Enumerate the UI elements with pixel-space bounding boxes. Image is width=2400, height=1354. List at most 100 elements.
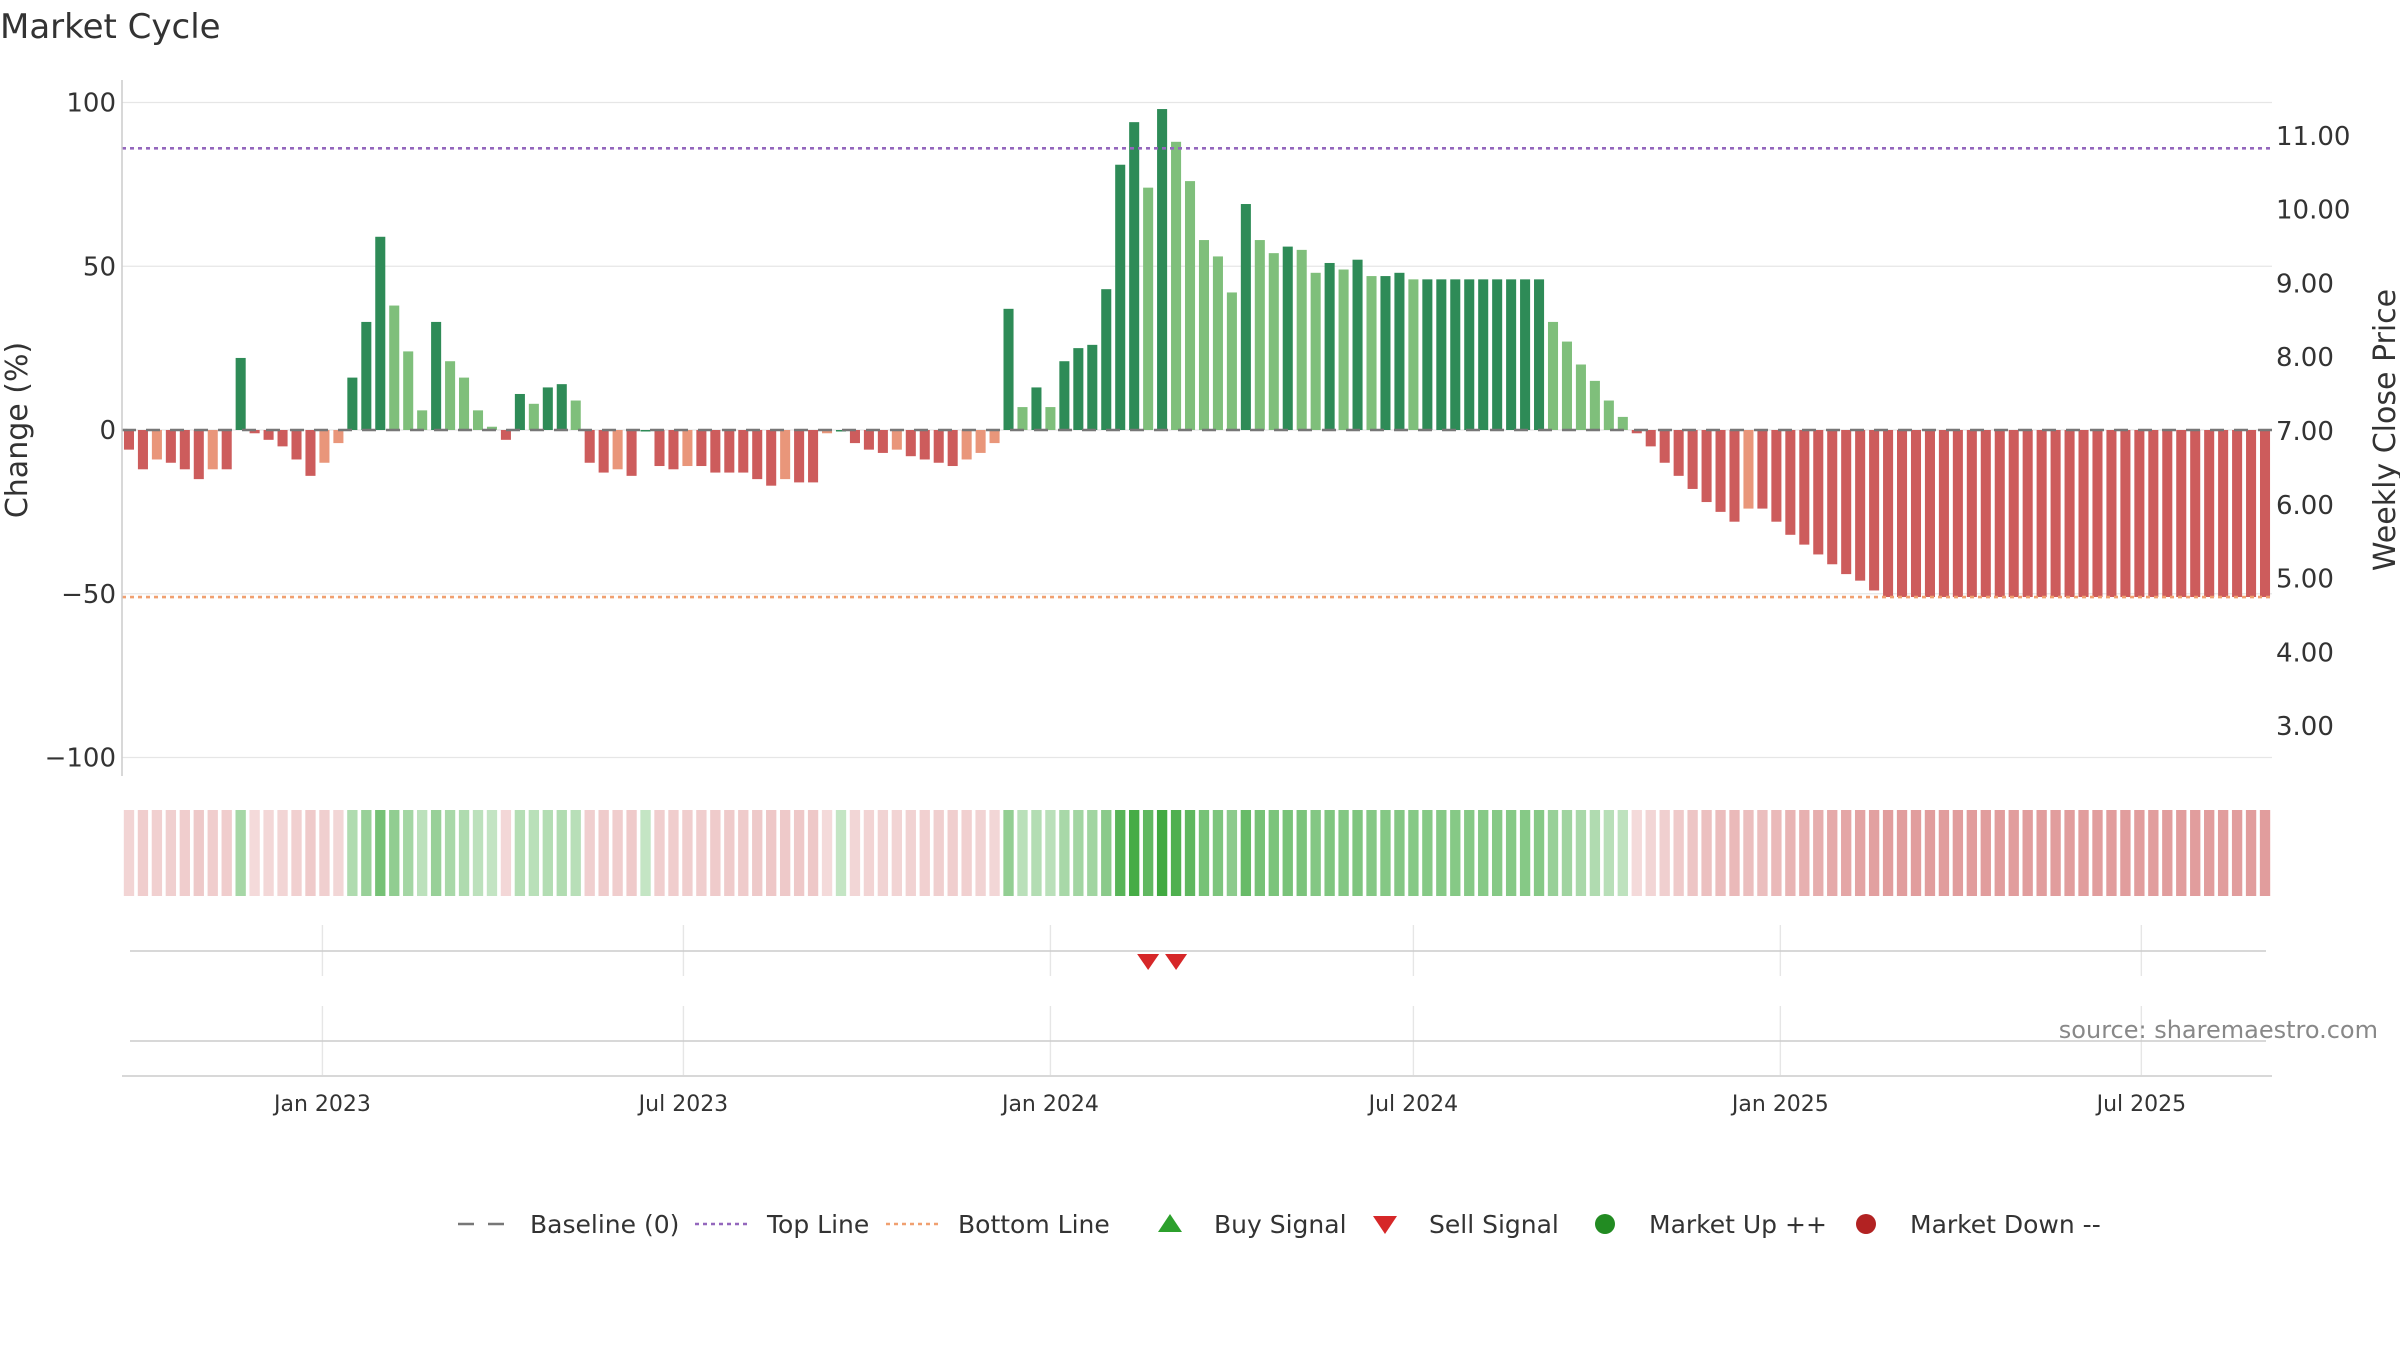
bar bbox=[1450, 279, 1461, 430]
bar bbox=[835, 430, 847, 432]
heat-cell bbox=[612, 810, 623, 896]
legend-item-2: Bottom Line bbox=[886, 1210, 1110, 1239]
heat-cell bbox=[863, 810, 875, 896]
bar bbox=[1520, 279, 1531, 430]
legend-item-5: Market Up ++ bbox=[1595, 1210, 1827, 1239]
heat-cell bbox=[1882, 810, 1894, 896]
heat-cell bbox=[2162, 810, 2173, 896]
heat-cell bbox=[738, 810, 749, 896]
bar bbox=[375, 236, 386, 430]
heat-cell bbox=[416, 810, 428, 896]
heat-cell bbox=[375, 810, 386, 896]
heat-cell bbox=[710, 810, 721, 896]
heat-cell bbox=[779, 810, 791, 896]
heat-cell bbox=[724, 810, 735, 896]
y2-tick-label: 6.00 bbox=[2276, 491, 2334, 521]
bar bbox=[1157, 109, 1168, 431]
heat-cell bbox=[1533, 810, 1545, 896]
bar bbox=[1478, 279, 1489, 430]
bar bbox=[724, 430, 735, 473]
bar bbox=[1757, 430, 1768, 509]
bar bbox=[738, 430, 749, 473]
heat-cell bbox=[2259, 810, 2271, 896]
bar bbox=[445, 361, 456, 430]
heat-cell bbox=[1589, 810, 1601, 896]
bar bbox=[1841, 430, 1852, 575]
heat-cell bbox=[1827, 810, 1838, 896]
heat-cell bbox=[2008, 810, 2019, 896]
heat-cell bbox=[1170, 810, 1182, 896]
bar bbox=[1394, 272, 1405, 430]
bar bbox=[1115, 164, 1126, 430]
heat-cell bbox=[975, 810, 986, 896]
bar bbox=[347, 377, 358, 430]
bar bbox=[794, 430, 805, 483]
bar bbox=[1687, 430, 1698, 489]
bar bbox=[1589, 380, 1600, 430]
bar bbox=[1938, 430, 1949, 598]
bar bbox=[1338, 269, 1349, 430]
y-axis-label: Change (%) bbox=[0, 342, 35, 518]
heat-cell bbox=[1757, 810, 1768, 896]
legend-item-6: Market Down -- bbox=[1856, 1210, 2101, 1239]
bar bbox=[1561, 341, 1572, 430]
bar bbox=[263, 430, 274, 440]
bar bbox=[1729, 430, 1740, 522]
bar bbox=[752, 430, 763, 480]
bar bbox=[1101, 289, 1112, 430]
heat-cell bbox=[179, 810, 190, 896]
heat-cell bbox=[444, 810, 456, 896]
x-tick-label: Jan 2023 bbox=[272, 1092, 371, 1117]
bar bbox=[472, 410, 484, 430]
heat-cell bbox=[1938, 810, 1950, 896]
bar bbox=[137, 430, 148, 470]
bar bbox=[514, 393, 525, 430]
heat-cell bbox=[1478, 810, 1489, 896]
heat-cell bbox=[1910, 810, 1922, 896]
y2-tick-label: 9.00 bbox=[2276, 269, 2334, 299]
bar bbox=[989, 430, 1000, 444]
heat-cell bbox=[2245, 810, 2257, 896]
heat-cell bbox=[1031, 810, 1042, 896]
heat-cell bbox=[1352, 810, 1363, 896]
bar bbox=[1506, 279, 1517, 430]
heat-cell bbox=[961, 810, 972, 896]
bar bbox=[1883, 430, 1894, 598]
heat-cell bbox=[1101, 810, 1112, 896]
heat-cell bbox=[1450, 810, 1461, 896]
y2-tick-label: 8.00 bbox=[2276, 343, 2334, 373]
legend-label: Bottom Line bbox=[958, 1210, 1110, 1239]
heat-cell bbox=[123, 810, 135, 896]
x-tick-label: Jul 2025 bbox=[2095, 1092, 2187, 1117]
bar bbox=[766, 430, 777, 486]
heat-cell bbox=[221, 810, 232, 896]
heat-cell bbox=[2134, 810, 2145, 896]
heat-cell bbox=[556, 810, 567, 896]
heat-cell bbox=[1841, 810, 1852, 896]
bar bbox=[2190, 430, 2201, 598]
bar bbox=[1827, 430, 1838, 565]
heat-cell bbox=[500, 810, 512, 896]
bar bbox=[417, 410, 428, 430]
heat-cell bbox=[2078, 810, 2089, 896]
heat-cell bbox=[1491, 810, 1503, 896]
bar bbox=[863, 430, 874, 450]
bar bbox=[1282, 246, 1293, 430]
bar bbox=[1645, 430, 1656, 447]
bar bbox=[1897, 430, 1908, 598]
bar bbox=[1924, 430, 1935, 598]
heat-cell bbox=[263, 810, 274, 896]
legend-label: Baseline (0) bbox=[530, 1210, 679, 1239]
bar bbox=[682, 430, 693, 467]
heat-cell bbox=[1226, 810, 1238, 896]
bar bbox=[1031, 387, 1042, 430]
heat-cell bbox=[905, 810, 916, 896]
y-tick-label: 100 bbox=[66, 89, 116, 119]
heat-cell bbox=[542, 810, 553, 896]
bar bbox=[584, 430, 595, 463]
bar bbox=[1617, 416, 1628, 430]
y2-tick-label: 3.00 bbox=[2276, 712, 2334, 742]
legend-label: Market Down -- bbox=[1910, 1210, 2101, 1239]
